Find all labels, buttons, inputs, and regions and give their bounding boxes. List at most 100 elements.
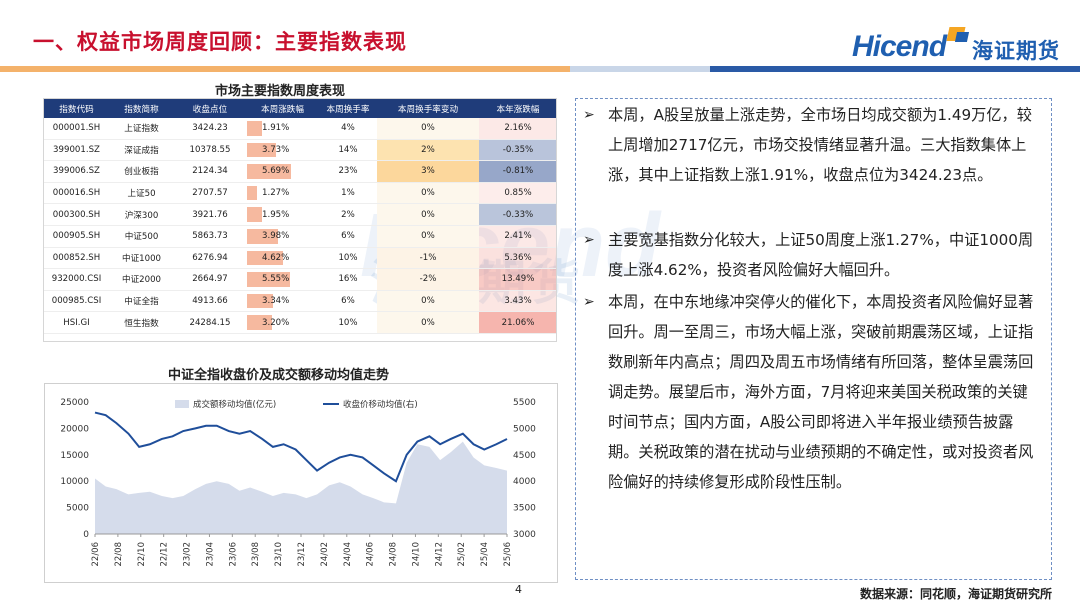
cell-value: 5.69%: [262, 166, 290, 177]
cell-value: 3.73%: [262, 144, 290, 155]
cell-value: 399001.SZ: [53, 144, 100, 155]
table-cell-week-chg: 3.34%: [246, 290, 319, 313]
cell-value: 000001.SH: [52, 123, 101, 134]
cell-value: 932000.CSI: [51, 274, 102, 285]
table-cell-code: 399006.SZ: [44, 160, 109, 183]
table-cell-turnover-chg: 0%: [377, 182, 479, 205]
table-cell-turnover-chg: 0%: [377, 290, 479, 313]
cell-value: 4913.66: [192, 296, 228, 307]
table-cell-close: 3921.76: [174, 203, 246, 226]
table-cell-turnover-chg: 2%: [377, 139, 479, 162]
cell-value: 2.16%: [504, 123, 532, 134]
table-cell-ytd: 3.43%: [479, 290, 557, 313]
table-cell-week-chg: 3.20%: [246, 311, 319, 334]
table-cell-name: 中证1000: [109, 247, 174, 270]
table-cell-turnover-chg: 0%: [377, 203, 479, 226]
x-tick-label: 25/06: [503, 542, 513, 567]
week-change-bar: [247, 121, 262, 136]
cell-value: 沪深300: [124, 210, 159, 221]
cell-value: 2707.57: [192, 188, 228, 199]
x-tick-label: 23/10: [274, 542, 284, 567]
column-header: 收盘点位: [174, 99, 246, 118]
chart-title: 中证全指收盘价及成交额移动均值走势: [168, 368, 390, 383]
week-change-bar: [247, 315, 272, 330]
table-cell-name: 中证全指: [109, 290, 174, 313]
table-cell-code: 000905.SH: [44, 225, 109, 248]
cell-value: 6276.94: [192, 252, 228, 263]
cell-value: 000016.SH: [52, 188, 101, 199]
cell-value: -2%: [419, 274, 437, 285]
cell-value: 16%: [338, 274, 358, 285]
table-cell-close: 6276.94: [174, 247, 246, 270]
table-cell-turnover: 23%: [319, 160, 377, 183]
x-tick-label: 25/02: [457, 542, 467, 567]
x-tick-label: 23/06: [228, 542, 238, 567]
table-cell-turnover: 6%: [319, 290, 377, 313]
cell-value: 2%: [341, 209, 355, 220]
cell-value: 创业板指: [124, 167, 159, 178]
table-cell-week-chg: 3.98%: [246, 225, 319, 248]
cell-value: 0%: [421, 209, 435, 220]
x-tick-label: 22/10: [137, 542, 147, 567]
table-row: 000985.CSI 中证全指 4913.66 3.34% 6% 0% 3.43%: [44, 290, 557, 313]
table-cell-ytd: 13.49%: [479, 268, 557, 291]
cell-value: 1.91%: [262, 123, 290, 134]
x-tick-label: 22/06: [91, 542, 101, 567]
table-title: 市场主要指数周度表现: [215, 84, 346, 99]
table-cell-close: 2707.57: [174, 182, 246, 205]
table-cell-close: 10378.55: [174, 139, 246, 162]
table-cell-code: 399001.SZ: [44, 139, 109, 162]
table-row: 000016.SH 上证50 2707.57 1.27% 1% 0% 0.85%: [44, 182, 557, 205]
x-tick-label: 24/02: [320, 542, 330, 567]
index-performance-table: 指数代码 指数简称 收盘点位 本周涨跌幅 本周换手率 本周换手率变动 本年涨跌幅 00000…: [44, 99, 557, 334]
x-tick-label: 24/04: [343, 542, 353, 567]
table-cell-turnover: 2%: [319, 203, 377, 226]
cell-value: -0.33%: [502, 209, 534, 220]
cell-value: 0.85%: [504, 188, 532, 199]
table-cell-turnover: 16%: [319, 268, 377, 291]
cell-value: 21.06%: [501, 317, 535, 328]
table-cell-week-chg: 1.27%: [246, 182, 319, 205]
table-row: 000905.SH 中证500 5863.73 3.98% 6% 0% 2.41%: [44, 225, 557, 248]
volume-area: [95, 441, 507, 534]
table-cell-code: HSI.GI: [44, 311, 109, 334]
cell-value: 0%: [421, 317, 435, 328]
table-cell-name: 沪深300: [109, 203, 174, 226]
table-cell-close: 4913.66: [174, 290, 246, 313]
table-cell-turnover-chg: 3%: [377, 160, 479, 183]
data-source: 数据来源：同花顺，海证期货研究所: [859, 587, 1052, 601]
cell-value: 2%: [421, 144, 435, 155]
bullet-arrow-icon: ➢: [583, 294, 595, 310]
y-left-tick-label: 5000: [66, 504, 89, 514]
table-cell-week-chg: 5.55%: [246, 268, 319, 291]
commentary-box: [575, 98, 1052, 580]
cell-value: 深证成指: [124, 145, 159, 156]
cell-value: HSI.GI: [63, 317, 90, 328]
y-left-tick-label: 15000: [60, 451, 89, 461]
table-cell-turnover: 14%: [319, 139, 377, 162]
cell-value: 中证1000: [121, 253, 162, 264]
table-cell-name: 中证2000: [109, 268, 174, 291]
table-cell-turnover-chg: 0%: [377, 311, 479, 334]
company-logo: Hicend 海证期货: [852, 26, 1067, 66]
cell-value: 1.27%: [262, 188, 290, 199]
column-header: 本年涨跌幅: [479, 99, 557, 118]
table-cell-name: 恒生指数: [109, 311, 174, 334]
bullet-arrow-icon: ➢: [583, 232, 595, 248]
x-tick-label: 22/12: [160, 542, 170, 567]
column-header: 本周换手率变动: [377, 99, 479, 118]
y-left-tick-label: 25000: [60, 398, 89, 408]
commentary-para-1: ➢ 本周，A股呈放量上涨走势，全市场日均成交额为1.49万亿，较上周增加2717…: [583, 100, 1040, 190]
table-row: 399006.SZ 创业板指 2124.34 5.69% 23% 3% -0.81%: [44, 160, 557, 183]
table-cell-close: 2124.34: [174, 160, 246, 183]
table-cell-week-chg: 4.62%: [246, 247, 319, 270]
table-cell-name: 中证500: [109, 225, 174, 248]
table-row: 932000.CSI 中证2000 2664.97 5.55% 16% -2% 13.49%: [44, 268, 557, 291]
cell-value: -0.81%: [502, 166, 534, 177]
table-row: 000001.SH 上证指数 3424.23 1.91% 4% 0% 2.16%: [44, 118, 557, 140]
cell-value: 0%: [421, 123, 435, 134]
cell-value: 13.49%: [501, 274, 535, 285]
table-cell-ytd: -0.35%: [479, 139, 557, 162]
table-cell-close: 3424.23: [174, 118, 246, 140]
cell-value: 2.41%: [504, 231, 532, 242]
